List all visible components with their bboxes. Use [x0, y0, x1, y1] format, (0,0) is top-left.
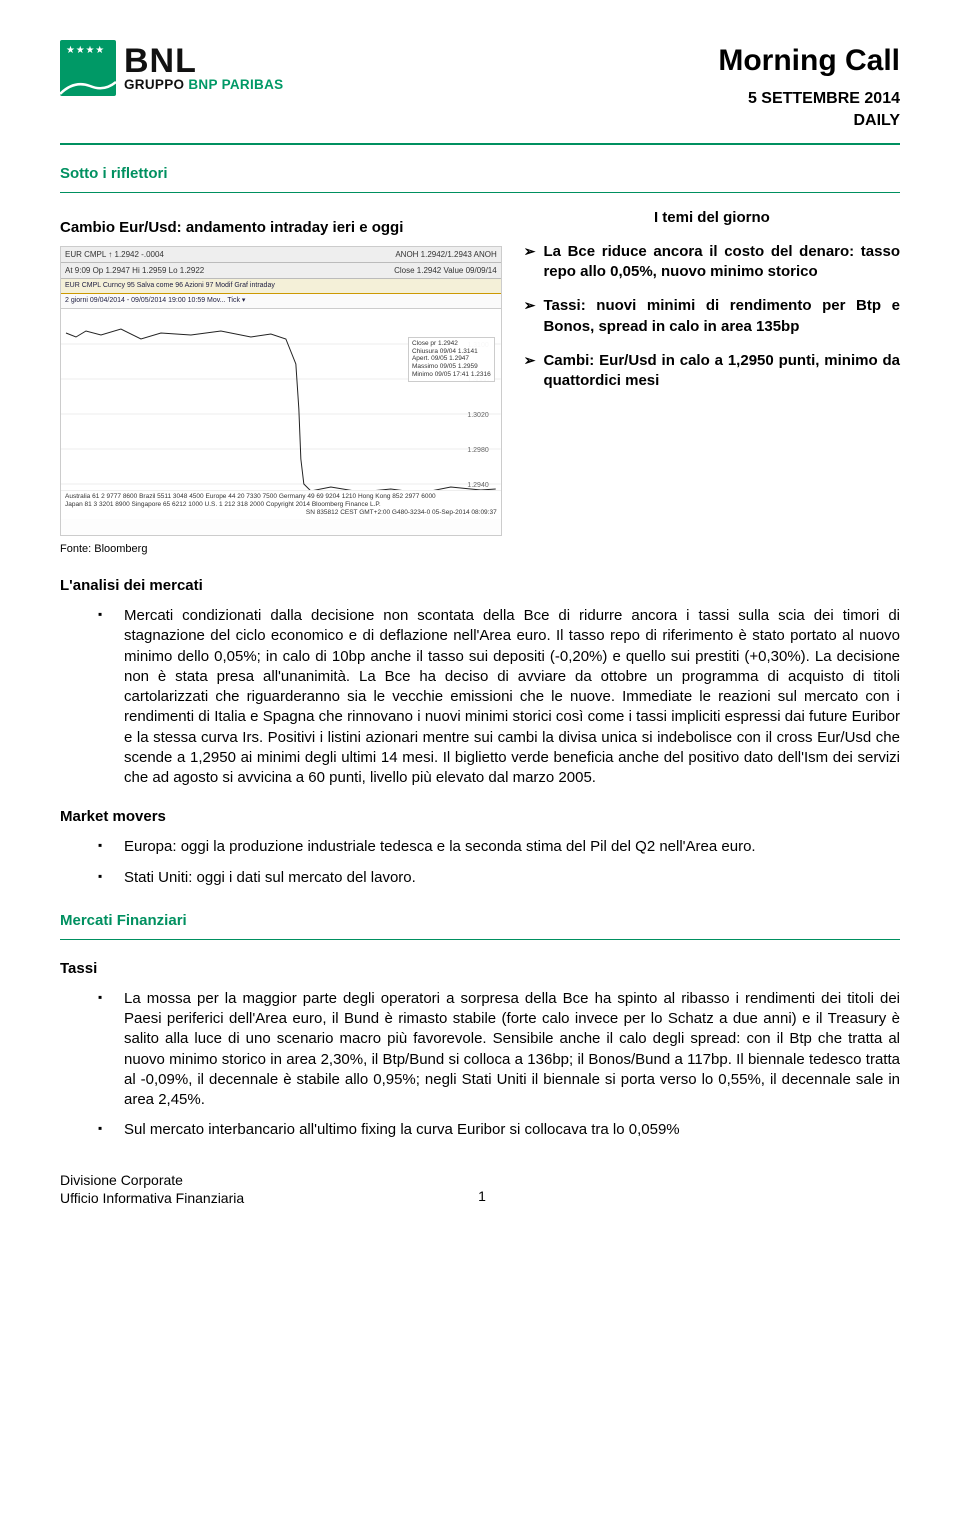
analysis-heading: L'analisi dei mercati	[60, 575, 900, 596]
page-number: 1	[478, 1187, 486, 1207]
spotlight-row: Cambio Eur/Usd: andamento intraday ieri …	[60, 207, 900, 557]
intraday-chart: EUR CMPL ↑ 1.2942 -.0004 ANOH 1.2942/1.2…	[60, 246, 502, 536]
doc-title: Morning Call	[718, 40, 900, 82]
tassi-list: La mossa per la maggior parte degli oper…	[98, 989, 900, 1141]
ohlc-left: At 9:09 Op 1.2947 Hi 1.2959 Lo 1.2922	[65, 265, 204, 276]
brand-logo: ★ ★ ★ ★ BNL GRUPPO BNP PARIBAS	[60, 40, 283, 96]
divider	[60, 939, 900, 940]
analysis-body: Mercati condizionati dalla decisione non…	[98, 606, 900, 788]
mover-item: Stati Uniti: oggi i dati sul mercato del…	[98, 868, 900, 888]
themes-column: I temi del giorno La Bce riduce ancora i…	[524, 207, 900, 557]
doc-date: 5 SETTEMBRE 2014	[718, 88, 900, 110]
chart-plot: Close pr 1.2942 Chiusura 09/04 1.3141 Ap…	[61, 309, 501, 519]
doc-daily: DAILY	[718, 110, 900, 132]
brand-main: BNL	[124, 44, 283, 78]
chart-ohlc: At 9:09 Op 1.2947 Hi 1.2959 Lo 1.2922 Cl…	[61, 263, 501, 279]
chart-source: Fonte: Bloomberg	[60, 542, 502, 557]
chart-footer: Australia 61 2 9777 8600 Brazil 5511 304…	[61, 490, 501, 518]
chart-ticker: EUR CMPL ↑ 1.2942 -.0004 ANOH 1.2942/1.2…	[61, 247, 501, 263]
theme-item: Tassi: nuovi minimi di rendimento per Bt…	[524, 296, 900, 337]
tassi-item: Sul mercato interbancario all'ultimo fix…	[98, 1120, 900, 1140]
page-header: ★ ★ ★ ★ BNL GRUPPO BNP PARIBAS Morning C…	[60, 40, 900, 133]
tassi-item: La mossa per la maggior parte degli oper…	[98, 989, 900, 1111]
chart-title: Cambio Eur/Usd: andamento intraday ieri …	[60, 217, 502, 238]
svg-text:1.2980: 1.2980	[467, 447, 488, 454]
section-mercati: Mercati Finanziari	[60, 910, 900, 931]
movers-heading: Market movers	[60, 806, 900, 827]
mover-item: Europa: oggi la produzione industriale t…	[98, 837, 900, 857]
brand-text: BNL GRUPPO BNP PARIBAS	[124, 44, 283, 92]
divider	[60, 143, 900, 145]
brand-sub: GRUPPO BNP PARIBAS	[124, 78, 283, 92]
ticker-left: EUR CMPL ↑ 1.2942 -.0004	[65, 249, 164, 260]
ohlc-right: Close 1.2942 Value 09/09/14	[394, 265, 497, 276]
analysis-list: Mercati condizionati dalla decisione non…	[98, 606, 900, 788]
title-block: Morning Call 5 SETTEMBRE 2014 DAILY	[718, 40, 900, 133]
theme-item: La Bce riduce ancora il costo del denaro…	[524, 242, 900, 283]
chart-toolbar: EUR CMPL Curncy 95 Salva come 96 Azioni …	[61, 279, 501, 294]
chart-overlay: Close pr 1.2942 Chiusura 09/04 1.3141 Ap…	[408, 337, 495, 382]
tassi-heading: Tassi	[60, 958, 900, 979]
theme-item: Cambi: Eur/Usd in calo a 1,2950 punti, m…	[524, 351, 900, 392]
themes-list: La Bce riduce ancora il costo del denaro…	[524, 242, 900, 392]
footer-left: Divisione Corporate Ufficio Informativa …	[60, 1171, 244, 1207]
divider	[60, 192, 900, 193]
themes-title: I temi del giorno	[524, 207, 900, 228]
svg-text:1.3020: 1.3020	[467, 412, 488, 419]
section-spotlight: Sotto i riflettori	[60, 163, 900, 184]
footer-line1: Divisione Corporate	[60, 1171, 244, 1189]
bnl-logo-icon: ★ ★ ★ ★	[60, 40, 116, 96]
page-footer: Divisione Corporate Ufficio Informativa …	[60, 1171, 900, 1207]
movers-list: Europa: oggi la produzione industriale t…	[98, 837, 900, 888]
ticker-right: ANOH 1.2942/1.2943 ANOH	[395, 249, 496, 260]
footer-line2: Ufficio Informativa Finanziaria	[60, 1189, 244, 1207]
svg-text:1.2940: 1.2940	[467, 482, 488, 489]
chart-toolbar2: 2 giorni 09/04/2014 - 09/05/2014 19:00 1…	[61, 294, 501, 309]
chart-column: Cambio Eur/Usd: andamento intraday ieri …	[60, 207, 502, 557]
